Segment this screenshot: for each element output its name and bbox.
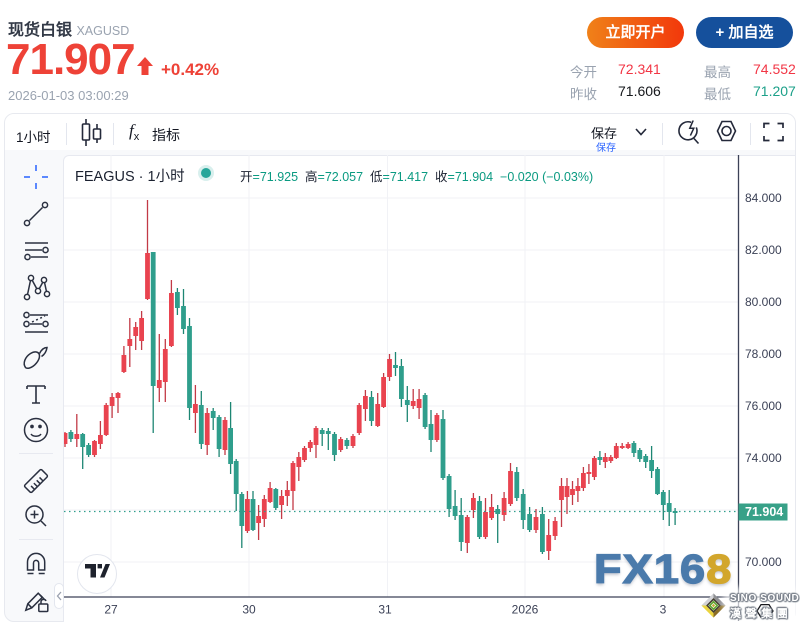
svg-text:27: 27 (104, 603, 118, 617)
svg-text:80.000: 80.000 (745, 295, 782, 309)
svg-text:84.000: 84.000 (745, 191, 782, 205)
svg-text:70.000: 70.000 (745, 555, 782, 569)
svg-text:78.000: 78.000 (745, 347, 782, 361)
svg-text:30: 30 (242, 603, 256, 617)
svg-text:82.000: 82.000 (745, 243, 782, 257)
svg-text:2026: 2026 (512, 603, 539, 617)
svg-text:76.000: 76.000 (745, 399, 782, 413)
svg-text:3: 3 (660, 603, 667, 617)
svg-text:74.000: 74.000 (745, 451, 782, 465)
svg-text:71.904: 71.904 (745, 505, 783, 519)
svg-text:31: 31 (378, 603, 392, 617)
